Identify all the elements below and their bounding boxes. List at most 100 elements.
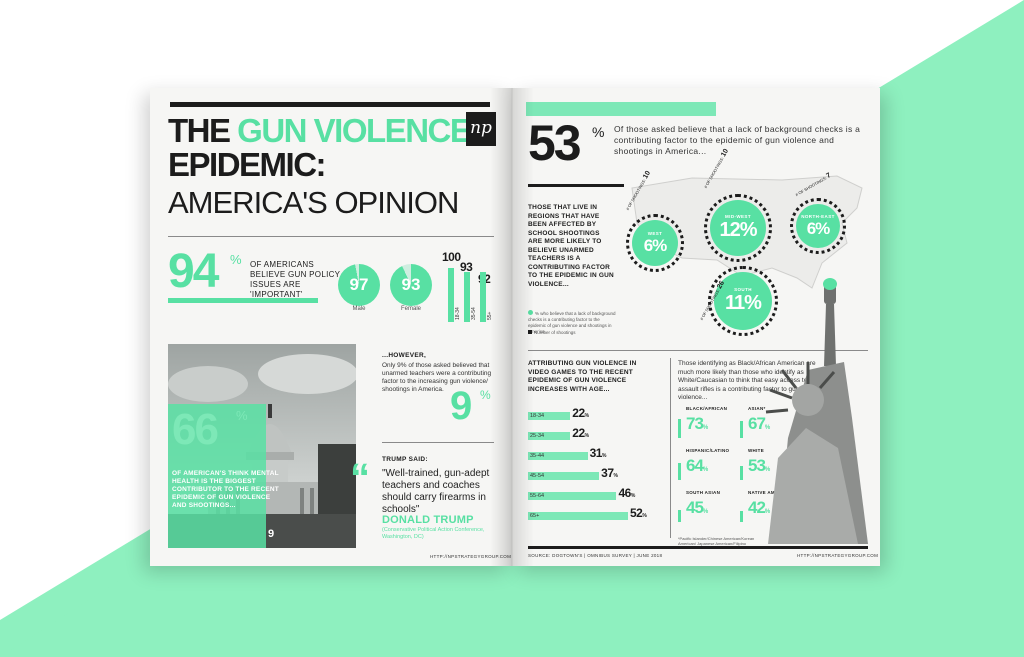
video-bar [528,492,617,500]
video-bar-label: 55-64 [530,493,545,499]
ethnicity-value: 64% [686,456,708,475]
footer-url: HTTP://NPSTRATEGYGROUP.COM [430,554,512,559]
legend-dot-icon [528,310,533,315]
video-bar [528,512,628,520]
video-bar-value: 37% [601,466,618,480]
video-bar-label: 45-54 [530,473,545,479]
video-bar [528,472,600,480]
stat-9-value: 9 [450,384,472,428]
region-west-value: 6% [643,235,668,255]
trump-citation: (Conservative Political Action Conferenc… [382,527,485,540]
stat-9-percent-sign: % [480,388,491,402]
ethnicity-percent-sign: % [702,467,708,473]
short-rule [528,184,624,187]
video-bar-label: 18-34 [530,413,545,419]
age-bar-chart: 100 93 92 18-34 35-54 55+ [442,250,502,322]
ethnicity-stat: SOUTH ASIAN 45% [678,490,738,530]
statue-of-liberty-image [765,278,868,544]
trump-name: DONALD TRUMP [382,514,474,526]
video-bar-label: 35-44 [530,453,545,459]
region-south: SOUTH 11% [714,272,772,330]
headline-line-1: THE GUN VIOLENCE [168,112,472,149]
divider [382,442,494,443]
footer-url: HTTP://NPSTRATEGYGROUP.COM [797,553,879,558]
headline-dark: THE [168,112,231,149]
ethnicity-value: 42% [748,498,770,517]
photo-number: 9 [268,528,275,540]
age-label-18-34: 18-34 [455,307,461,320]
stat-53-value: 53 [528,115,582,171]
age-bar-55 [480,272,486,322]
ethnicity-bar [678,510,681,522]
video-games-heading: ATTRIBUTING GUN VIOLENCE IN VIDEO GAMES … [528,360,637,393]
pie-male-label: Male [352,306,366,312]
ethnicity-label: NATIVE AMERICAN [748,490,794,495]
video-bar-row: 25-34 22% [528,426,674,444]
ethnicity-bar [678,463,681,480]
ethnicity-percent-sign: % [764,425,770,431]
trump-quote: "Well-trained, gun-adept teachers and co… [382,468,490,515]
region-northeast-value: 6% [806,218,831,238]
video-bar-percent-sign: % [630,493,635,499]
pie-chart-female [390,264,432,306]
region-northeast-label: NORTH-EAST [801,213,835,219]
however-heading: ...HOWEVER, [382,352,427,359]
left-page: THE GUN VIOLENCE EPIDEMIC: AMERICA'S OPI… [150,88,512,566]
video-bar-label: 65+ [530,513,540,519]
region-south-value: 11% [725,292,762,314]
stat-94-value: 94 [168,245,219,298]
region-midwest-value: 12% [719,219,757,241]
age-label-55: 55+ [487,311,493,320]
ethnicity-footnote: *Pacific Islander/Chinese American/Korea… [678,536,755,546]
video-bar-percent-sign: % [642,513,647,519]
stat-94-text: OF AMERICANS BELIEVE GUN POLICY ISSUES A… [250,260,341,299]
video-bar-value: 22% [572,426,589,440]
video-bar-row: 65+ 52% [528,506,674,524]
ethnicity-stat: HISPANIC/LATINO 64% [678,448,738,488]
video-bar [528,432,571,440]
ethnicity-stat: ASIAN* 67% [740,406,800,446]
divider [528,350,868,351]
age-label-35-54: 35-54 [471,307,477,320]
ethnicity-label: HISPANIC/LATINO [686,448,730,453]
pie-female-value: 93 [401,275,421,294]
video-bar-row: 35-44 31% [528,446,674,464]
ethnicity-percent-sign: % [764,467,770,473]
regions-text: THOSE THAT LIVE IN REGIONS THAT HAVE BEE… [528,204,614,288]
ethnicity-text: Those identifying as Black/African Ameri… [678,360,816,401]
west-shootings-ring [626,214,684,272]
region-south-label: SOUTH [734,287,752,292]
capitol-illustration [168,344,356,548]
ethnicity-label: SOUTH ASIAN [686,490,721,495]
video-bar-percent-sign: % [601,453,606,459]
ethnicity-bar [678,419,681,438]
age-18-34-value: 100 [442,250,461,264]
trump-heading: TRUMP SAID: [382,456,428,463]
video-bar-value: 46% [618,486,635,500]
ethnicity-label: BLACK/AFRICAN [686,406,728,411]
ethnicity-percent-sign: % [702,425,708,431]
pie-female-label: Female [400,306,421,312]
video-bar [528,412,571,420]
video-games-bar-chart: 18-34 22% 25-34 22% 35-44 31% 45-54 37% 55-64 46%… [528,406,674,528]
video-bar-value: 31% [589,446,607,460]
ethnicity-stats: BLACK/AFRICAN 73% ASIAN* 67% HISPANIC/LATINO… [678,406,808,532]
video-bar-row: 55-64 46% [528,486,674,504]
right-page: 53 % Of those asked believe that a lack … [512,88,880,566]
stat-94-percent-sign: % [230,252,242,267]
region-west-label: WEST [647,230,663,236]
stat-66-text: OF AMERICAN'S THINK MENTAL HEALTH IS THE… [172,470,279,509]
video-bar-value: 52% [630,506,647,520]
ethnicity-stat: BLACK/AFRICAN 73% [678,406,738,446]
quote-mark-icon: “ [350,456,370,500]
headline-green: GUN VIOLENCE [237,112,472,149]
header-highlight [526,102,716,116]
np-logo: np [466,112,496,146]
ethnicity-stat: NATIVE AMERICAN 42% [740,490,800,530]
map-legend-shootings: Number of shootings [528,330,576,335]
stat-53-text: Of those asked believe that a lack of ba… [614,124,861,156]
region-northeast: NORTH-EAST 6% [796,204,840,248]
ethnicity-percent-sign: % [764,509,770,515]
footer-rule [528,546,868,549]
pie-male: 97 Male [338,264,380,312]
